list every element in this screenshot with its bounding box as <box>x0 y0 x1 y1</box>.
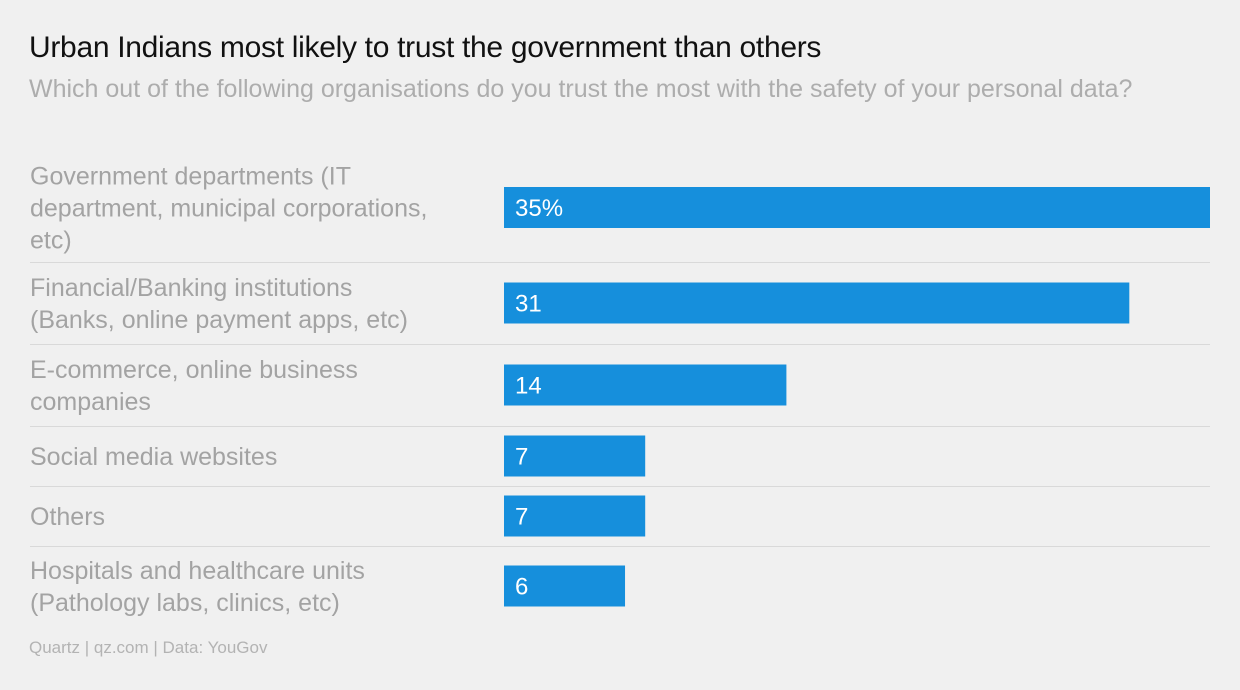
category-label-line: Social media websites <box>30 443 277 471</box>
bar <box>504 495 646 537</box>
bar-value-label: 14 <box>515 373 542 400</box>
category-label-line: Financial/Banking institutions <box>30 274 352 302</box>
category-label: Social media websites <box>30 443 277 471</box>
category-label: Financial/Banking institutions (Banks, on… <box>30 274 408 334</box>
bar-value-label: 31 <box>515 291 542 318</box>
category-label-line: (Pathology labs, clinics, etc) <box>30 589 340 617</box>
bar-value-label: 7 <box>515 504 528 531</box>
category-label: Others <box>30 503 105 531</box>
category-label-line: Others <box>30 503 105 531</box>
category-label-line: companies <box>30 388 151 416</box>
category-label-line: Hospitals and healthcare units <box>30 557 365 585</box>
bar-value-label: 35% <box>515 195 563 222</box>
source-credit: Quartz | qz.com | Data: YouGov <box>29 638 268 657</box>
category-label-line: department, municipal corporations, <box>30 195 427 223</box>
category-label-line: etc) <box>30 227 72 255</box>
category-label-line: (Banks, online payment apps, etc) <box>30 306 408 334</box>
chart-subtitle: Which out of the following organisations… <box>29 75 1133 103</box>
category-label-line: E-commerce, online business <box>30 356 358 384</box>
bar-value-label: 6 <box>515 574 528 601</box>
bar <box>504 435 646 477</box>
chart-title: Urban Indians most likely to trust the g… <box>29 31 822 64</box>
category-label-line: Government departments (IT <box>30 163 351 191</box>
bar <box>504 282 1130 324</box>
bar <box>504 187 1210 228</box>
category-label: Hospitals and healthcare units (Pathology… <box>30 557 365 617</box>
bar <box>504 364 787 406</box>
category-label: E-commerce, online business companies <box>30 356 358 416</box>
bar-value-label: 7 <box>515 444 528 471</box>
bar <box>504 565 626 607</box>
category-label: Government departments (IT department, mu… <box>30 163 427 255</box>
